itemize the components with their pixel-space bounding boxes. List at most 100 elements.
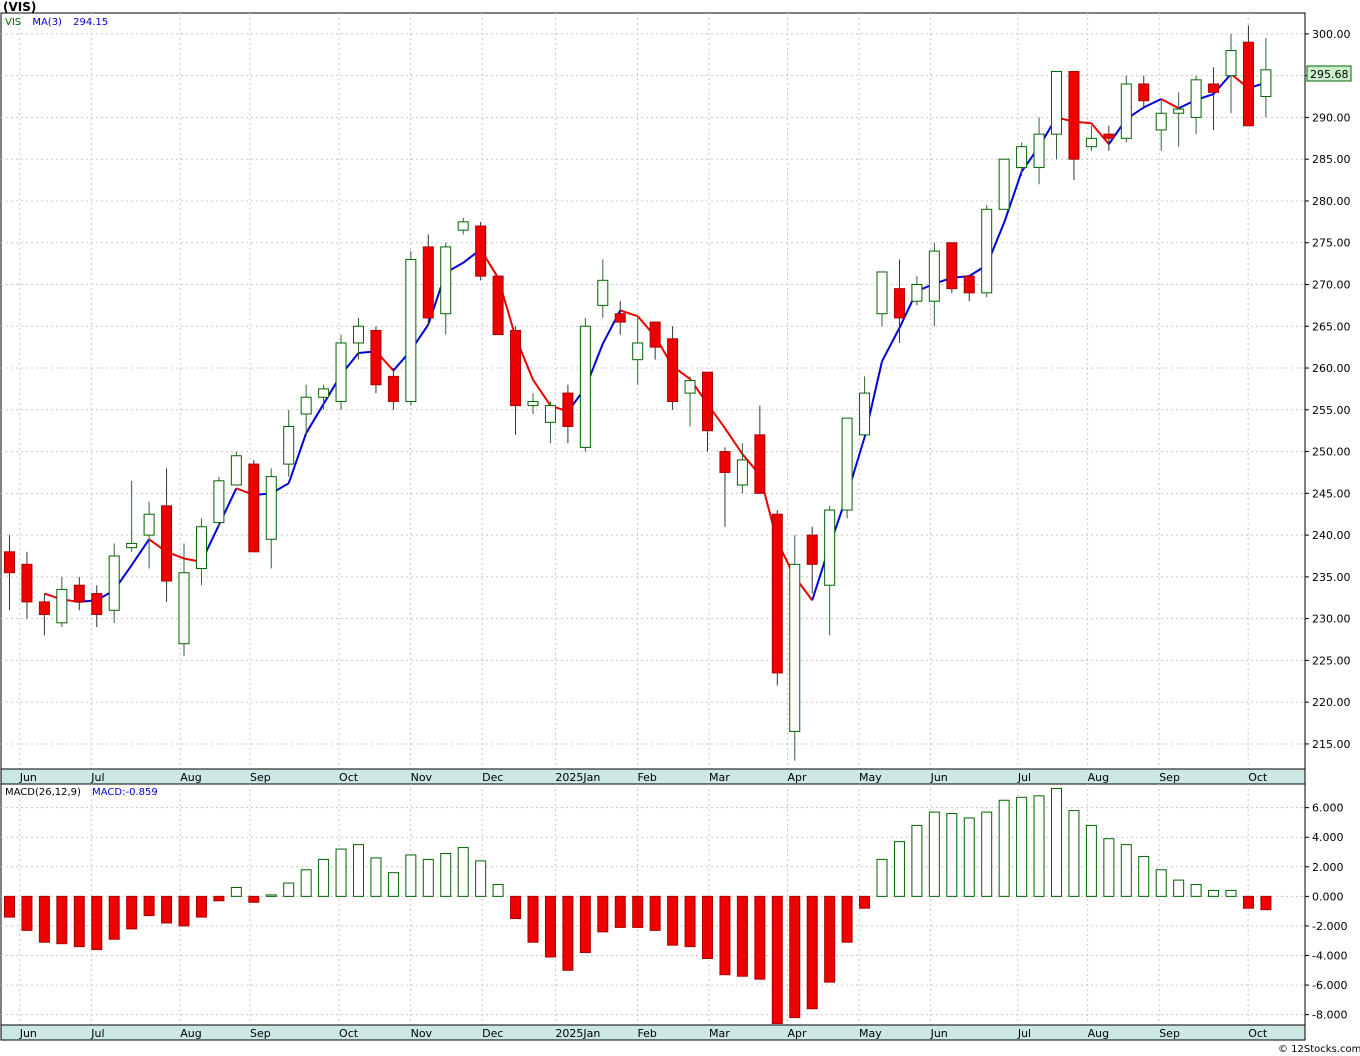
candle-body-up [632,342,644,361]
price-y-tick-label: 260.00 [1312,362,1351,375]
candle-body-down [1103,133,1115,139]
candle [1208,67,1220,130]
ma3-segment [532,379,552,407]
candlesticks [4,25,1272,761]
candle [684,376,696,427]
price-x-tick-label: Sep [1159,771,1180,784]
macd-y-tick-label: 4.000 [1312,831,1344,844]
candle-body-up [1225,50,1237,77]
candle [963,275,975,302]
candle-body-down [771,513,783,674]
macd-bar-negative [789,895,801,1019]
macd-bar-negative [1242,895,1254,909]
macd-bar-positive [1033,795,1045,897]
macd-title: MACD(26,12,9) [5,787,81,798]
macd-bar-positive [1173,879,1185,897]
candle [527,393,539,414]
macd-bar-negative [108,895,120,940]
macd-bar-positive [981,811,993,897]
price-y-tick-label: 225.00 [1312,654,1351,667]
macd-bar-negative [178,895,190,927]
ma3-segment [619,309,639,318]
candle [876,271,888,327]
macd-bar-negative [4,895,15,918]
macd-bar-negative [544,895,556,958]
macd-bar-positive [353,844,364,897]
candle [91,585,103,627]
macd-x-tick-label: Jun [19,1027,37,1040]
candle [1190,75,1202,135]
candle-body-down [4,551,15,574]
candle [1068,70,1080,181]
macd-bar-positive [1068,810,1080,897]
macd-bar-positive [405,854,417,897]
candle-body-up [1120,83,1132,139]
macd-bar-positive [1138,855,1150,897]
candle [143,501,155,569]
macd-bar-negative [841,895,853,943]
macd-bar-negative [56,895,68,945]
candle-body-down [719,451,731,473]
candle-body-up [1155,112,1167,131]
candle-body-up [178,572,190,645]
macd-bar-negative [736,895,748,977]
candle-body-down [1208,83,1220,93]
macd-bar-negative [91,895,103,951]
candle-body-up [579,325,591,448]
macd-bar-negative [824,895,836,983]
macd-bar-negative [632,895,644,928]
candle [108,543,120,623]
macd-x-tick-label: 2025Jan [555,1027,600,1040]
price-y-tick-label: 285.00 [1312,153,1351,166]
candle [318,384,330,410]
candle [335,334,347,410]
legend-ma3: MA(3) [32,17,62,28]
candle [1155,100,1167,151]
candle-body-up [597,279,609,306]
candle-body-up [143,513,155,536]
candle-body-down [161,505,173,582]
candle-body-down [73,584,85,603]
macd-bar-negative [38,895,50,943]
candle [422,234,434,327]
candle [771,510,783,686]
macd-bar-positive [440,852,452,897]
macd-x-tick-label: Dec [482,1027,503,1040]
candle [126,480,138,552]
candle-body-up [1051,70,1062,135]
candle [38,593,50,636]
price-x-tick-label: Dec [482,771,503,784]
macd-bar-positive [876,858,888,897]
last-price-label: 295.68 [1310,68,1349,81]
candle-body-down [370,329,382,386]
candle-body-down [422,246,434,319]
candle [1085,125,1097,151]
candle [946,242,958,293]
candle [195,518,207,586]
candle-body-up [126,542,138,549]
macd-bar-positive [911,824,923,897]
macd-bar-negative [719,895,731,976]
macd-x-tick-label: Oct [339,1027,359,1040]
price-x-tick-label: Aug [180,771,201,784]
price-y-tick-label: 220.00 [1312,696,1351,709]
price-x-tick-label: Mar [709,771,730,784]
macd-x-tick-label: Aug [1088,1027,1109,1040]
ma3-segment [1003,171,1023,223]
candle-body-down [387,375,399,402]
candle [789,535,801,761]
candle [230,451,242,486]
macd-bar-positive [265,894,277,897]
candle-body-down [806,534,818,565]
candle [440,242,452,335]
candle-body-up [1085,137,1097,148]
macd-bar-negative [73,895,85,948]
price-x-tick-label: Feb [637,771,656,784]
macd-y-tick-label: -6.000 [1312,979,1347,992]
price-x-tick-label: Sep [250,771,271,784]
last-price-marker: 295.68 [1306,65,1352,82]
candle-body-up [108,555,120,611]
price-y-tick-label: 230.00 [1312,613,1351,626]
macd-bar-positive [1103,838,1115,897]
macd-legend: MACD(26,12,9) MACD:-0.859 [5,787,158,798]
